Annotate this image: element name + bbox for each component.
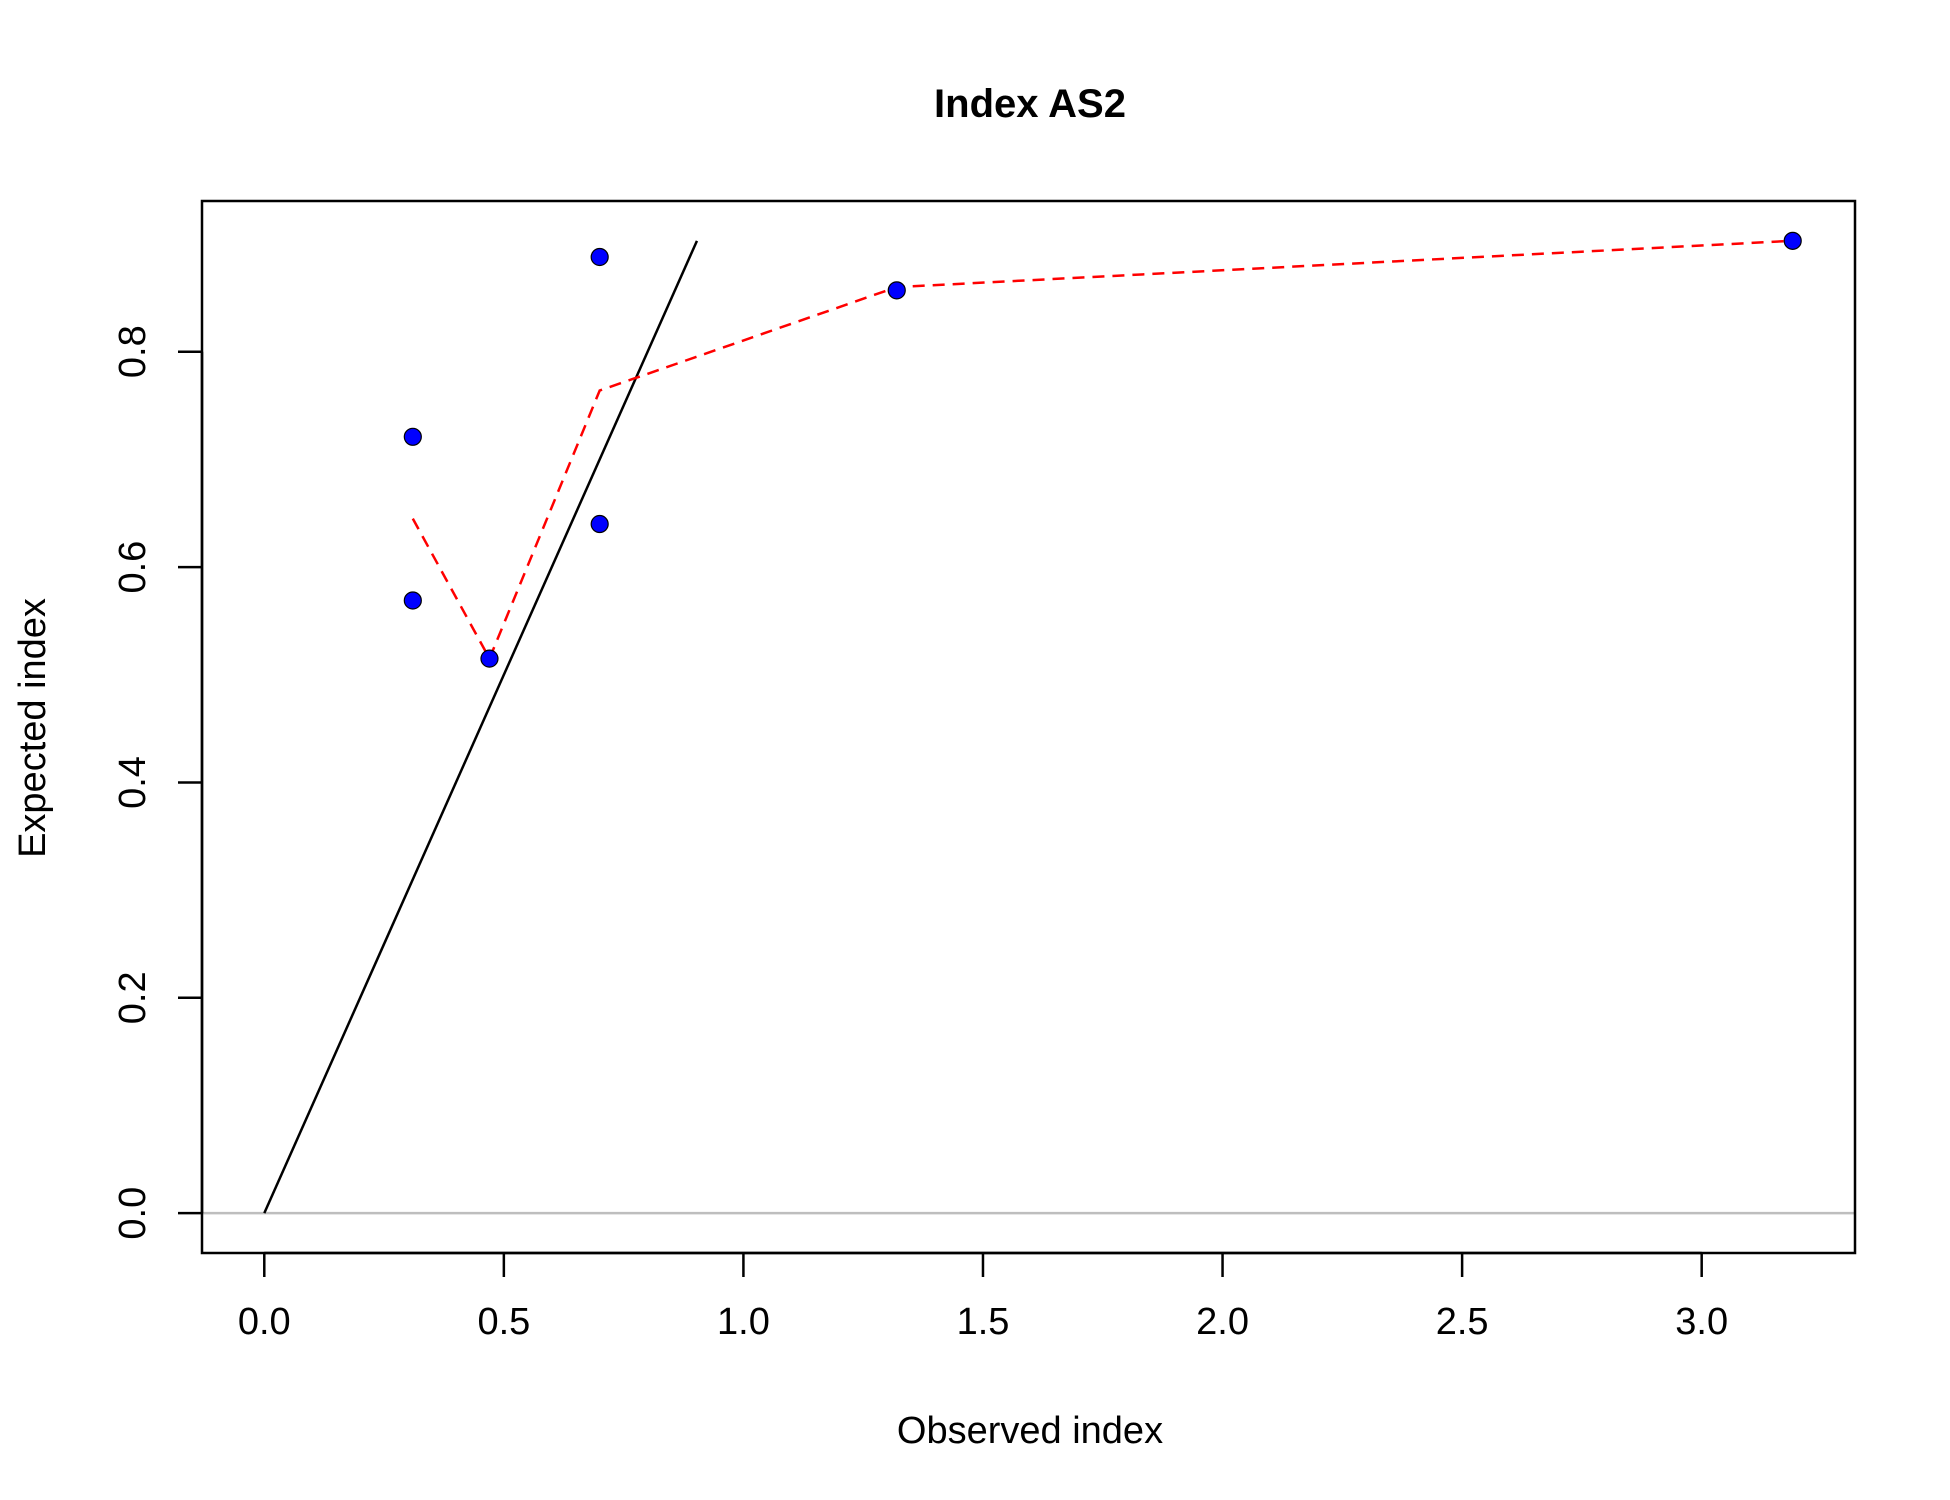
x-tick-label: 2.0 [1196, 1301, 1249, 1343]
identity-line [263, 240, 699, 1214]
x-axis-label: Observed index [897, 1410, 1163, 1452]
data-point [403, 427, 422, 446]
data-point [887, 281, 906, 300]
plot-border [200, 199, 1857, 1255]
x-tick-label: 1.5 [957, 1301, 1010, 1343]
plot-area [200, 199, 1857, 1255]
chart-title: Index AS2 [934, 82, 1126, 126]
x-tick-label: 3.0 [1675, 1301, 1728, 1343]
smooth-line [411, 239, 1793, 662]
y-tick-label: 0.0 [112, 1187, 154, 1240]
x-tick-label: 2.5 [1436, 1301, 1489, 1343]
data-point [590, 247, 609, 267]
y-tick-label: 0.6 [112, 541, 154, 594]
x-tick-label: 0.5 [477, 1301, 530, 1343]
data-point [1783, 231, 1802, 250]
data-point [403, 591, 422, 610]
x-axis: 0.0 0.5 1.0 1.5 2.0 2.5 3.0 [238, 1251, 1728, 1343]
y-tick-label: 0.2 [112, 971, 154, 1024]
x-tick-label: 1.0 [717, 1301, 770, 1343]
x-tick-label: 0.0 [238, 1301, 291, 1343]
y-tick-label: 0.8 [112, 325, 154, 378]
y-axis: 0.0 0.2 0.4 0.6 0.8 [112, 325, 204, 1240]
y-tick-label: 0.4 [112, 756, 154, 809]
data-point [590, 514, 609, 534]
data-point [480, 649, 499, 668]
y-axis-label: Expected index [12, 598, 54, 858]
